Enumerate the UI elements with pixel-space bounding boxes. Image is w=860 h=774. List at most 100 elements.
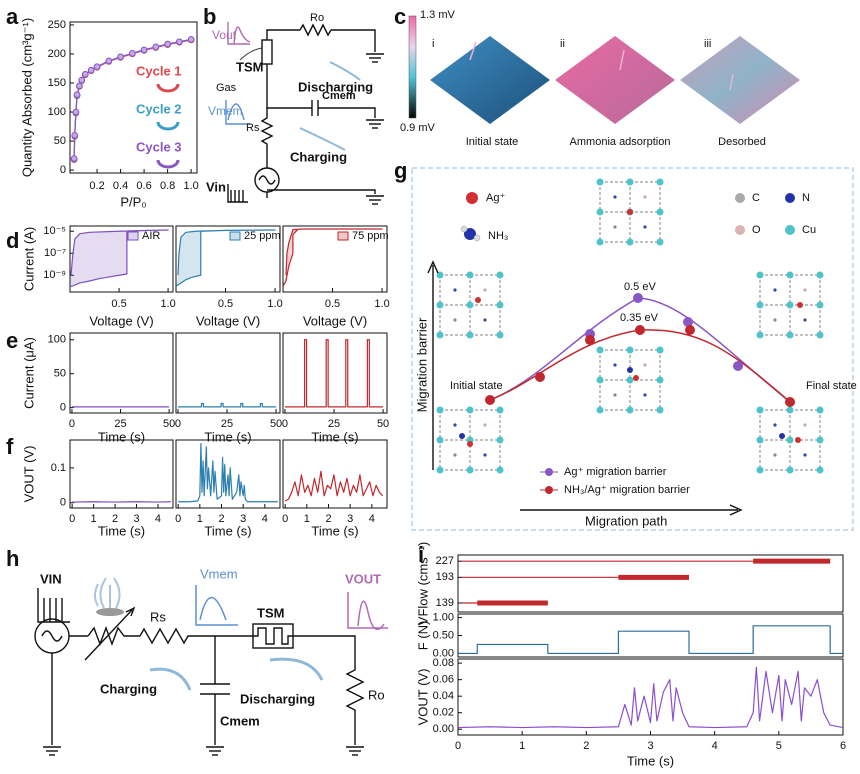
chart: 10⁻⁹ 10⁻⁷ 10⁻⁵ 0.5 1.0 Voltage (V) Current (A)… [21,225,175,328]
species: Ag⁺ [486,192,505,204]
migration-diagram-part-part [683,317,693,327]
x-tick-label: 3 [647,740,653,752]
legend-label: AIR [142,230,160,242]
chart: 0 1 2 3 4 Time (s) [175,439,281,538]
y-tick-label: 0 [60,401,66,413]
chart: 0 0.1 0 1 2 3 4 Time (s) VOUT (V) [21,439,174,538]
label: Vmem [200,566,238,581]
migration-diagram-part [735,193,745,203]
cycle-icons-part [156,121,180,131]
x-tick-label: 0.5 [111,298,126,310]
x-tick-label: 0.8 [160,180,175,192]
x-axis-label: Time (s) [627,753,674,768]
afm-images: 1.3 mV 0.9 mV i ii iii Initial state Amm… [400,9,800,148]
plot-frame [175,332,281,414]
chart: 0.5 1.0 Voltage (V) 25 ppm [175,225,283,328]
plot-frame [69,225,174,293]
y-axis-label: VOUT (V) [415,669,430,726]
state-label: Final state [806,380,857,392]
afm-images-part [430,36,550,124]
x-axis-label: Time (s) [98,429,145,444]
plot-frame [457,658,844,736]
x-tick-label: 25 [114,418,126,430]
x-tick-label: 2 [218,513,224,525]
species: Cu [802,224,816,236]
caption: Initial state [466,136,519,148]
plot-frame [282,439,388,509]
x-tick-label: 4 [369,513,375,525]
circuit-b-part [225,100,250,125]
migration-diagram-part [633,375,639,381]
x-tick-label: 3 [347,513,353,525]
migration-diagram-part [459,433,465,439]
x-tick-label: 50 [163,418,175,430]
plot-frame [457,613,844,658]
x-tick-label: 0.2 [89,180,104,192]
migration-diagram-part [485,325,795,407]
plot-frame [282,332,388,414]
chart: 0 1 2 3 4 Time (s) [282,439,388,538]
y-tick-label: 10⁻⁵ [43,225,66,237]
circuit-h-part [51,626,140,745]
y-tick-label: 100 [48,106,66,118]
y-tick-label: 1.00 [433,611,454,623]
chart: 0 25 50 Time (s) [282,332,389,444]
circuit-h-part [139,627,253,645]
x-tick-label: 1.0 [267,298,282,310]
x-tick-label: 1.0 [183,180,198,192]
x-tick-label: 4 [155,513,161,525]
series-line [178,442,278,503]
x-tick-label: 5 [776,740,782,752]
migration-diagram-part [585,293,743,371]
axis-label: Migration path [585,513,667,528]
plot-frame [69,439,174,509]
migration-diagram-part [545,468,553,476]
marker [78,76,86,84]
y-tick-label: 50 [54,368,66,380]
label: VOUT [345,571,381,586]
x-axis-label: Voltage (V) [303,313,367,328]
afm-images-part [555,36,675,124]
marker [140,46,148,54]
circuit-b-part [261,39,273,65]
x-tick-label: 2 [325,513,331,525]
species: NH₃ [488,230,508,242]
legend-swatch [127,231,139,241]
panel-label: a [6,4,19,29]
circuit-h-part [41,630,63,642]
marker [72,108,80,116]
circuit-h-part [252,623,294,649]
y-tick-label: 0.06 [433,674,454,686]
y-tick-label: 200 [48,48,66,60]
label: TSM [236,59,263,74]
x-tick-label: 0.5 [325,298,340,310]
y-axis-label: F (N) [415,621,430,651]
series-line [284,470,384,502]
y-axis-label: VOUT (V) [21,446,36,503]
x-axis-label: Time (s) [311,429,358,444]
series-line [177,402,277,408]
circuit-b-part [299,23,332,37]
circuit-h-part [42,746,62,756]
caption: Ammonia adsorption [570,136,671,148]
state-label: Initial state [450,380,503,392]
y-tick-label: 50 [54,135,66,147]
migration-diagram-part [795,437,801,443]
x-tick-label: 50 [377,418,389,430]
panel-label: c [394,4,406,29]
marker [187,36,195,43]
circuit-h-part [205,746,225,756]
circuit-h: VIN Rs TSM Vmem VOUT Charging Dischargin… [34,566,388,756]
label: VIN [40,571,62,586]
x-tick-label: 0 [455,740,461,752]
x-tick-label: 0.6 [136,180,151,192]
circuit-b-part [365,195,385,205]
scale-label: 1.3 mV [420,9,456,21]
y-tick-label: 100 [48,334,66,346]
label: Cmem [322,90,356,102]
x-tick-label: 25 [221,418,233,430]
plot-frame [282,225,388,293]
y-tick-label: 227 [436,555,454,567]
marker [176,38,183,46]
